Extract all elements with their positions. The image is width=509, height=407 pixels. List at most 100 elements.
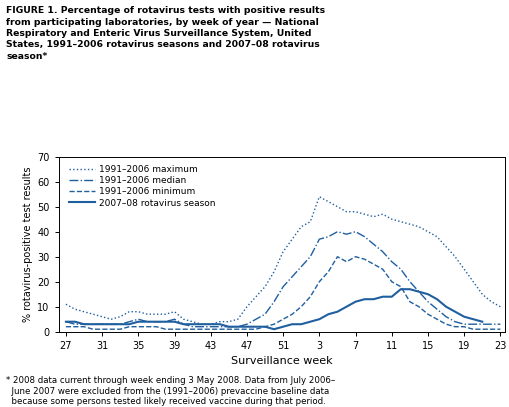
2007–08 rotavirus season [153, 319, 159, 324]
Legend: 1991–2006 maximum, 1991–2006 median, 1991–2006 minimum, 2007–08 rotavirus season: 1991–2006 maximum, 1991–2006 median, 199… [68, 163, 217, 209]
1991–2006 maximum [72, 307, 78, 312]
2007–08 rotavirus season [379, 294, 385, 299]
X-axis label: Surveillance week: Surveillance week [231, 356, 332, 366]
2007–08 rotavirus season [451, 309, 457, 314]
2007–08 rotavirus season [81, 322, 87, 327]
2007–08 rotavirus season [352, 299, 358, 304]
1991–2006 minimum [487, 327, 493, 332]
2007–08 rotavirus season [234, 324, 240, 329]
1991–2006 minimum [144, 324, 150, 329]
1991–2006 median [81, 322, 87, 327]
1991–2006 median [144, 319, 150, 324]
1991–2006 median [334, 229, 340, 234]
1991–2006 median [343, 232, 349, 236]
1991–2006 median [189, 324, 195, 329]
1991–2006 median [117, 322, 123, 327]
2007–08 rotavirus season [162, 319, 168, 324]
2007–08 rotavirus season [225, 324, 232, 329]
1991–2006 minimum [117, 327, 123, 332]
1991–2006 minimum [216, 327, 222, 332]
1991–2006 minimum [478, 327, 485, 332]
2007–08 rotavirus season [306, 319, 313, 324]
1991–2006 maximum [361, 212, 367, 217]
1991–2006 median [90, 322, 96, 327]
1991–2006 minimum [180, 327, 186, 332]
2007–08 rotavirus season [469, 317, 475, 322]
1991–2006 minimum [234, 327, 240, 332]
1991–2006 minimum [81, 324, 87, 329]
2007–08 rotavirus season [72, 319, 78, 324]
1991–2006 median [406, 279, 412, 284]
1991–2006 minimum [370, 262, 376, 267]
1991–2006 median [126, 319, 132, 324]
1991–2006 minimum [343, 259, 349, 264]
1991–2006 median [487, 322, 493, 327]
1991–2006 maximum [126, 309, 132, 314]
1991–2006 maximum [451, 254, 457, 259]
2007–08 rotavirus season [252, 324, 259, 329]
1991–2006 maximum [207, 322, 213, 327]
1991–2006 maximum [225, 319, 232, 324]
1991–2006 minimum [90, 327, 96, 332]
1991–2006 minimum [424, 312, 430, 317]
1991–2006 maximum [216, 319, 222, 324]
2007–08 rotavirus season [478, 319, 485, 324]
1991–2006 median [99, 322, 105, 327]
2007–08 rotavirus season [189, 322, 195, 327]
1991–2006 minimum [406, 299, 412, 304]
1991–2006 median [153, 319, 159, 324]
1991–2006 median [433, 307, 439, 312]
1991–2006 median [388, 259, 394, 264]
1991–2006 maximum [298, 224, 304, 229]
1991–2006 minimum [135, 324, 141, 329]
1991–2006 minimum [397, 284, 403, 289]
1991–2006 minimum [243, 327, 249, 332]
1991–2006 minimum [108, 327, 114, 332]
1991–2006 minimum [72, 324, 78, 329]
1991–2006 minimum [334, 254, 340, 259]
1991–2006 maximum [442, 244, 448, 249]
1991–2006 maximum [63, 302, 69, 306]
1991–2006 maximum [144, 312, 150, 317]
1991–2006 median [108, 322, 114, 327]
2007–08 rotavirus season [117, 322, 123, 327]
2007–08 rotavirus season [334, 309, 340, 314]
1991–2006 maximum [397, 219, 403, 224]
1991–2006 maximum [478, 292, 485, 297]
2007–08 rotavirus season [63, 319, 69, 324]
1991–2006 maximum [388, 217, 394, 222]
1991–2006 median [243, 322, 249, 327]
1991–2006 median [361, 234, 367, 239]
1991–2006 minimum [198, 327, 204, 332]
1991–2006 median [298, 264, 304, 269]
1991–2006 minimum [379, 267, 385, 271]
1991–2006 minimum [388, 279, 394, 284]
1991–2006 minimum [252, 327, 259, 332]
1991–2006 minimum [279, 317, 286, 322]
1991–2006 median [415, 289, 421, 294]
1991–2006 maximum [343, 209, 349, 214]
1991–2006 maximum [99, 314, 105, 319]
1991–2006 maximum [252, 294, 259, 299]
1991–2006 maximum [90, 312, 96, 317]
2007–08 rotavirus season [207, 322, 213, 327]
2007–08 rotavirus season [171, 319, 177, 324]
1991–2006 median [270, 299, 276, 304]
1991–2006 minimum [352, 254, 358, 259]
1991–2006 maximum [379, 212, 385, 217]
1991–2006 minimum [63, 324, 69, 329]
1991–2006 median [451, 319, 457, 324]
1991–2006 median [442, 314, 448, 319]
2007–08 rotavirus season [198, 322, 204, 327]
1991–2006 maximum [496, 304, 502, 309]
1991–2006 median [262, 312, 268, 317]
2007–08 rotavirus season [279, 324, 286, 329]
1991–2006 minimum [262, 324, 268, 329]
2007–08 rotavirus season [90, 322, 96, 327]
1991–2006 maximum [370, 214, 376, 219]
1991–2006 maximum [316, 194, 322, 199]
1991–2006 maximum [270, 269, 276, 274]
1991–2006 maximum [198, 322, 204, 327]
2007–08 rotavirus season [433, 297, 439, 302]
1991–2006 maximum [487, 299, 493, 304]
